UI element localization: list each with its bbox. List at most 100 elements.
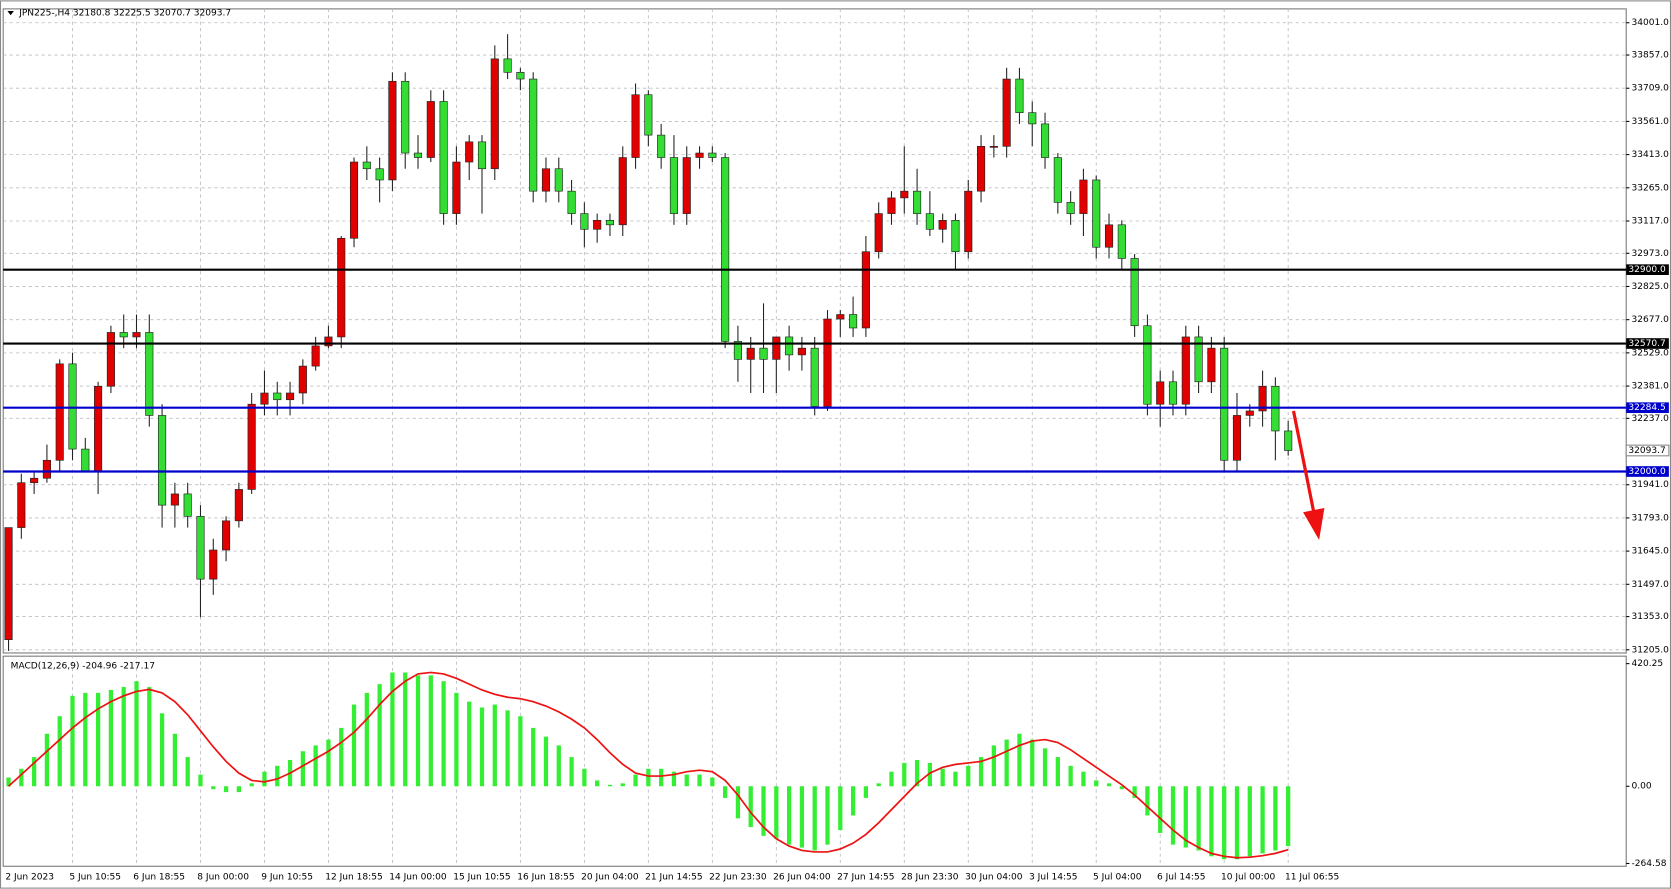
- x-tick-label: 10 Jul 00:00: [1221, 872, 1275, 882]
- macd-bar: [223, 786, 229, 793]
- macd-bar: [812, 786, 817, 851]
- candle-body: [1245, 410, 1254, 416]
- level-label-box: [1626, 264, 1669, 275]
- macd-bar: [1094, 780, 1099, 787]
- x-tick-label: 30 Jun 04:00: [965, 872, 1023, 882]
- collapse-icon[interactable]: [7, 11, 14, 16]
- macd-bar: [914, 760, 920, 787]
- y-tick-label: 31205.0: [1632, 645, 1670, 655]
- y-tick-label: 32973.0: [1632, 249, 1670, 259]
- macd-bar: [236, 786, 241, 793]
- macd-bar: [1055, 757, 1060, 787]
- candle-body: [823, 318, 832, 407]
- y-tick-label: 31941.0: [1632, 480, 1670, 490]
- candle-body: [81, 448, 90, 472]
- macd-bar: [620, 783, 625, 787]
- candle-body: [567, 190, 576, 214]
- x-tick-label: 21 Jun 14:55: [645, 872, 702, 882]
- candle-body: [1104, 224, 1114, 248]
- macd-bar: [70, 695, 75, 787]
- candle-body: [746, 347, 755, 360]
- macd-bar: [1222, 786, 1227, 860]
- macd-bar: [108, 689, 114, 787]
- macd-bar: [838, 786, 843, 831]
- macd-bar: [1119, 786, 1124, 790]
- y-tick-label: 32677.0: [1632, 315, 1670, 325]
- candle-body: [30, 477, 39, 484]
- candle-body: [1053, 157, 1062, 203]
- candle-body: [1168, 381, 1178, 405]
- macd-bar: [479, 707, 485, 787]
- candle-body: [657, 134, 666, 158]
- candle-body: [158, 415, 167, 506]
- x-tick-label: 5 Jun 10:55: [69, 872, 121, 882]
- candle-body: [708, 152, 717, 158]
- macd-bar: [1286, 786, 1291, 847]
- macd-bar: [1030, 739, 1035, 787]
- last-price-box: [1625, 444, 1670, 457]
- candle-body: [529, 78, 538, 192]
- candle-body: [1066, 202, 1075, 214]
- candle-body: [1194, 336, 1203, 383]
- macd-bar: [940, 768, 945, 787]
- macd-bar: [159, 713, 165, 787]
- candle-body: [222, 520, 231, 551]
- candle-body: [1181, 336, 1190, 405]
- y-tick-label: 32381.0: [1632, 382, 1670, 392]
- candle-body: [874, 213, 883, 253]
- x-tick-label: 26 Jun 04:00: [773, 872, 831, 882]
- candle-body: [132, 332, 141, 338]
- macd-bar: [198, 774, 203, 787]
- y-tick-label: 32237.0: [1632, 414, 1670, 424]
- macd-bar: [889, 771, 894, 787]
- candle-body: [465, 141, 474, 163]
- macd-bar: [147, 687, 152, 787]
- y-tick-label: 33265.0: [1632, 183, 1670, 193]
- macd-bar: [211, 786, 216, 790]
- candle-body: [1284, 430, 1293, 451]
- y-tick-label: 32529.0: [1632, 348, 1670, 358]
- y-tick-label: 33561.0: [1632, 117, 1670, 127]
- y-tick-label: 420.25: [1632, 659, 1664, 669]
- candle-body: [42, 459, 51, 479]
- y-tick-label: 34001.0: [1632, 18, 1670, 28]
- candle-body: [1028, 112, 1037, 125]
- y-tick-label: 33857.0: [1632, 51, 1670, 61]
- candle-body: [4, 527, 13, 641]
- macd-bar: [505, 710, 510, 787]
- macd-bar: [172, 733, 178, 787]
- candle-body: [618, 157, 627, 226]
- candle-body: [836, 314, 845, 320]
- candle-body: [593, 220, 602, 230]
- candle-body: [183, 493, 192, 517]
- candle-body: [900, 190, 909, 199]
- macd-bar: [850, 786, 856, 816]
- macd-bar: [633, 774, 638, 787]
- candle-body: [375, 168, 384, 181]
- macd-bar: [953, 771, 958, 787]
- macd-bar: [582, 768, 587, 787]
- macd-bar: [1042, 748, 1048, 787]
- level-label: 32000.0: [1628, 467, 1666, 477]
- macd-bar: [595, 780, 600, 787]
- macd-bar: [1247, 786, 1252, 857]
- candle-body: [861, 251, 870, 329]
- candle-body: [362, 161, 371, 170]
- candle-body: [733, 341, 742, 360]
- marks: 2 Jun 2023 5 Jun 10:55 6 Jun 18:55 8 Jun 00…: [3, 18, 1670, 882]
- y-tick-label: 33117.0: [1632, 216, 1670, 226]
- candle-body: [605, 220, 615, 226]
- macd-bar: [454, 692, 459, 787]
- macd-bar: [428, 675, 433, 787]
- candle-body: [170, 493, 179, 506]
- macd-bar: [927, 762, 933, 787]
- macd-bar: [1260, 786, 1265, 854]
- macd-bar: [1234, 786, 1240, 860]
- macd-bar: [966, 765, 971, 787]
- macd-bar: [569, 757, 574, 787]
- macd-bar: [1081, 771, 1086, 787]
- candle-body: [452, 161, 461, 214]
- candle-body: [1207, 347, 1216, 383]
- macd-bar: [697, 774, 702, 787]
